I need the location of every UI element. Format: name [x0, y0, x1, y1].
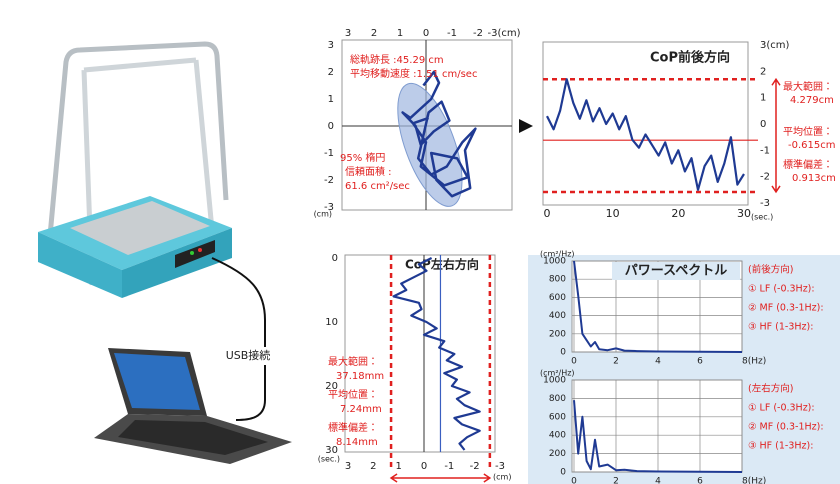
- legend-entry: ② MF (0.3-1Hz):: [748, 422, 824, 433]
- x-tick-label: 0: [544, 207, 551, 220]
- page: CoP {"illustration": {"connection_label"…: [0, 0, 840, 484]
- x-tick-label: 8(Hz): [742, 477, 766, 484]
- annotation: 平均移動速度 :1.51 cm/sec: [350, 67, 477, 80]
- annotation: 最大範囲：: [328, 355, 378, 368]
- x-tick-label: -1: [444, 461, 454, 472]
- x-tick-label: 2: [371, 28, 377, 39]
- x-tick-label: 1: [395, 461, 401, 472]
- y-unit: (cm²/Hz): [540, 250, 575, 259]
- x-tick-label: -2: [473, 28, 483, 39]
- y-tick-label: -1: [760, 145, 770, 156]
- y-tick-label: 0: [332, 253, 338, 264]
- x-tick-label: 0: [423, 28, 429, 39]
- y-tick-label: 200: [549, 449, 566, 459]
- annotation: 平均位置：: [783, 125, 833, 138]
- annotation: 61.6 cm²/sec: [345, 181, 410, 192]
- annotation: 8.14mm: [336, 437, 378, 448]
- figure: USB接続 3210-1-2-3(cm)3210-1-2-3(cm)総軌跡長 :…: [0, 0, 840, 484]
- y-tick-label: 800: [549, 275, 566, 285]
- y-tick-label: 2: [760, 66, 766, 77]
- x-tick-label: 0: [571, 357, 577, 367]
- x-tick-label: 6: [697, 357, 703, 367]
- legend-entry: ③ HF (1-3Hz):: [748, 441, 813, 452]
- y-tick-label: -1: [324, 148, 334, 159]
- x-tick-label: 3: [345, 28, 351, 39]
- y-unit: (cm): [314, 210, 332, 219]
- y-tick-label: 3: [328, 40, 334, 51]
- x-tick-label: 2: [613, 477, 619, 484]
- x-tick-label: 4: [655, 477, 661, 484]
- y-tick-label: 400: [549, 311, 566, 321]
- x-tick-label: 0: [421, 461, 427, 472]
- y-tick-label: 400: [549, 431, 566, 441]
- y-tick-label: 600: [549, 293, 566, 303]
- annotation: 7.24mm: [340, 404, 382, 415]
- range-arrow: [772, 79, 780, 192]
- annotation: 4.279cm: [790, 95, 834, 106]
- device-illustration: USB接続: [38, 44, 292, 464]
- annotation: 標準偏差：: [783, 158, 833, 171]
- x-tick-label: -2: [470, 461, 480, 472]
- annotation: 37.18mm: [336, 371, 384, 382]
- y-tick-label: 0: [328, 121, 334, 132]
- y-tick-label: 200: [549, 329, 566, 339]
- x-tick-label: -1: [447, 28, 457, 39]
- y-tick-label: 2: [328, 67, 334, 78]
- y-unit: (cm²/Hz): [540, 369, 575, 378]
- y-tick-label: 0: [560, 468, 566, 478]
- led: [198, 248, 202, 252]
- connection-label: USB接続: [226, 348, 271, 362]
- x-tick-label: 2: [370, 461, 376, 472]
- y-tick-label: -2: [324, 175, 334, 186]
- x-tick-label: 4: [655, 357, 661, 367]
- annotation: 95% 楕円: [340, 151, 385, 164]
- y-tick-label: 0: [760, 119, 766, 130]
- legend-entry: ② MF (0.3-1Hz):: [748, 303, 824, 314]
- range-arrow: [391, 474, 490, 482]
- y-tick-label: 10: [325, 317, 338, 328]
- x-unit: (sec.): [751, 213, 773, 222]
- x-tick-label: 3: [345, 461, 351, 472]
- y-tick-label: 3(cm): [760, 40, 790, 51]
- annotation: 標準偏差：: [328, 421, 378, 434]
- body: USB接続 3210-1-2-3(cm)3210-1-2-3(cm)総軌跡長 :…: [0, 0, 840, 484]
- y-tick-label: 600: [549, 412, 566, 422]
- chart-title: CoP前後方向: [650, 50, 730, 66]
- y-unit: (sec.): [318, 455, 340, 464]
- annotation: 最大範囲：: [783, 80, 833, 93]
- annotation: 0.913cm: [792, 173, 836, 184]
- legend-entry: ③ HF (1-3Hz):: [748, 322, 813, 333]
- chart-title: パワースペクトル: [625, 264, 727, 279]
- annotation: 信頼面積 :: [345, 165, 392, 178]
- x-tick-label: 6: [697, 477, 703, 484]
- annotation: -0.615cm: [788, 140, 835, 151]
- arrow-right: [519, 119, 533, 133]
- legend-entry: (左右方向): [748, 383, 793, 395]
- y-tick-label: 1: [760, 93, 766, 104]
- x-tick-label: 2: [613, 357, 619, 367]
- legend-entry: ① LF (-0.3Hz):: [748, 284, 815, 295]
- y-tick-label: 0: [560, 348, 566, 358]
- x-tick-label: 1: [397, 28, 403, 39]
- x-unit: (cm): [493, 473, 511, 482]
- y-tick-label: -3: [760, 198, 770, 209]
- x-tick-label: 0: [571, 477, 577, 484]
- led: [190, 251, 194, 255]
- x-tick-label: 10: [606, 207, 620, 220]
- y-tick-label: 1: [328, 94, 334, 105]
- legend-entry: (前後方向): [748, 264, 793, 276]
- x-tick-label: 20: [671, 207, 685, 220]
- chart-title: CoP左右方向: [405, 257, 479, 272]
- annotation: 平均位置：: [328, 388, 378, 401]
- y-tick-label: 800: [549, 394, 566, 404]
- x-tick-label: 30: [737, 207, 751, 220]
- x-tick-label: -3: [495, 461, 505, 472]
- usb-cable: [212, 258, 265, 420]
- legend-entry: ① LF (-0.3Hz):: [748, 403, 815, 414]
- y-tick-label: -2: [760, 172, 770, 183]
- x-tick-label: -3(cm): [487, 28, 520, 39]
- x-tick-label: 8(Hz): [742, 357, 766, 367]
- annotation: 総軌跡長 :45.29 cm: [350, 53, 444, 66]
